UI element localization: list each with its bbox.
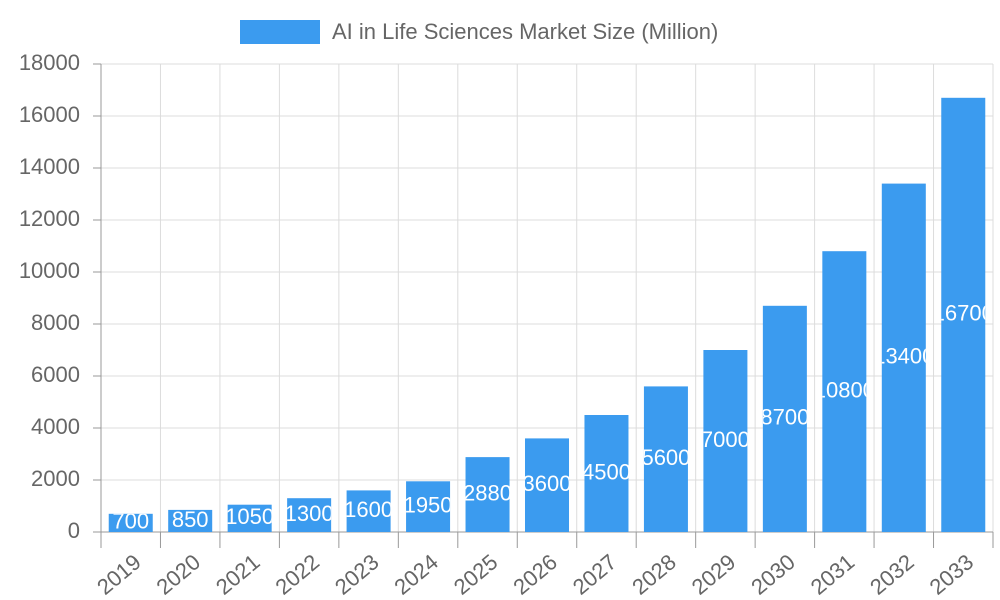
x-tick-label: 2022 [271,549,325,600]
legend-swatch[interactable] [240,20,320,44]
data-label: 16700 [933,301,994,326]
x-tick-label: 2031 [806,549,860,600]
data-label: 8700 [760,405,809,430]
data-label: 1050 [225,504,274,529]
x-tick-label: 2028 [627,549,681,600]
y-tick-label: 4000 [31,414,80,439]
x-tick-label: 2027 [568,549,622,600]
bar [643,386,688,532]
data-label: 7000 [701,427,750,452]
bar [287,498,332,532]
y-tick-label: 14000 [19,154,80,179]
x-tick-label: 2029 [687,549,741,600]
data-label: 1600 [344,497,393,522]
x-tick-label: 2020 [152,549,206,600]
y-tick-label: 12000 [19,206,80,231]
bar [762,305,807,532]
data-label: 3600 [523,471,572,496]
x-tick-label: 2025 [449,549,503,600]
y-tick-label: 10000 [19,258,80,283]
x-tick-label: 2030 [746,549,800,600]
y-tick-label: 0 [68,518,80,543]
data-label: 850 [172,507,209,532]
data-label: 1950 [404,492,453,517]
bar [406,481,451,532]
data-label: 13400 [873,344,934,369]
bar [524,438,570,532]
bar [227,504,272,532]
y-tick-label: 6000 [31,362,80,387]
bar [584,415,629,532]
x-tick-label: 2024 [389,549,443,600]
data-label: 5600 [641,445,690,470]
data-label: 4500 [582,459,631,484]
bar [941,97,986,533]
bar [465,457,510,532]
data-label: 2880 [463,480,512,505]
bar [168,509,213,532]
y-tick-label: 18000 [19,50,80,75]
y-tick-label: 2000 [31,466,80,491]
legend-label[interactable]: AI in Life Sciences Market Size (Million… [332,19,718,44]
x-tick-label: 2021 [211,549,265,600]
data-label: 700 [112,509,149,534]
x-tick-label: 2023 [330,549,384,600]
bar [881,183,926,532]
y-tick-label: 8000 [31,310,80,335]
x-tick-label: 2033 [925,549,979,600]
bar [108,513,153,532]
data-label: 10800 [814,377,875,402]
data-label: 1300 [285,501,334,526]
bar [346,490,391,532]
x-tick-label: 2032 [865,549,919,600]
bar [703,350,748,532]
y-tick-label: 16000 [19,102,80,127]
bar [822,251,867,532]
x-tick-label: 2019 [92,549,146,600]
x-tick-label: 2026 [508,549,562,600]
